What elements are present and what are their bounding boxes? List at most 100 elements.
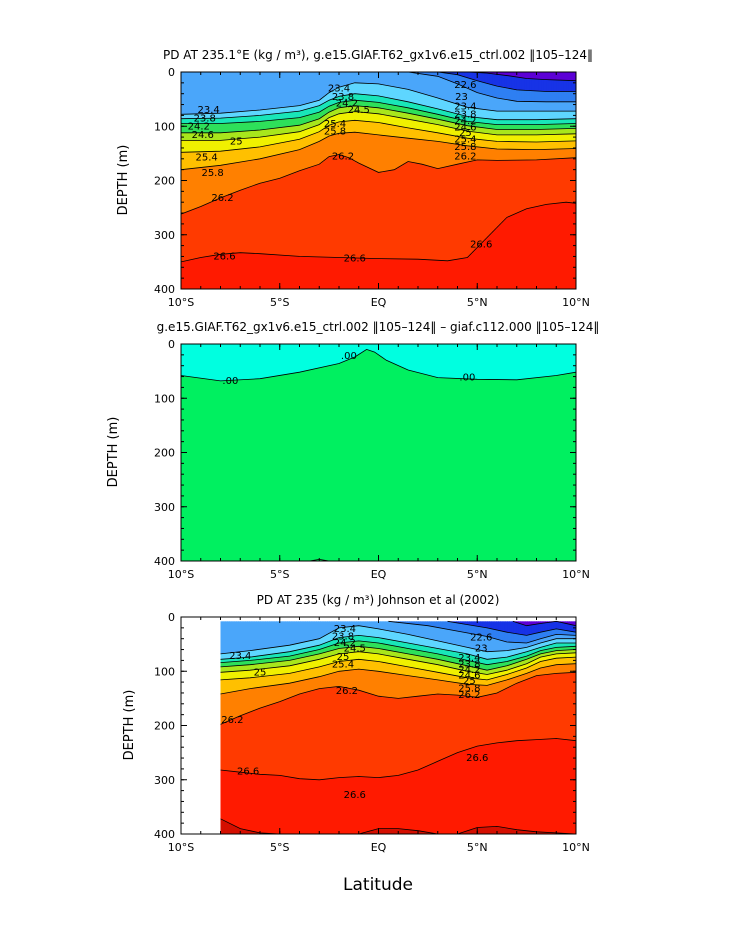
density-band-cell [347,621,350,628]
density-band-cell [321,129,325,140]
density-band-cell [333,644,337,650]
density-band-cell [541,124,545,130]
density-band-cell [398,87,402,101]
density-band-cell [393,640,397,647]
density-band-cell [464,647,468,655]
density-band-cell [269,114,273,121]
density-band-cell [442,260,446,289]
density-band-cell [518,642,522,649]
density-band-cell [418,668,422,678]
density-band-cell [389,776,393,829]
density-band-cell [304,652,308,658]
density-band-cell [278,666,282,675]
density-band-cell [331,621,335,632]
density-band-cell [309,640,313,648]
density-band-cell [195,140,199,153]
density-band-cell [527,740,530,832]
density-band-cell [233,671,237,680]
density-band-cell [500,827,504,834]
density-band-cell [338,686,342,778]
density-band-cell [521,72,525,79]
density-band-cell [324,95,328,103]
density-band-cell [489,96,493,111]
density-band-cell [341,113,345,122]
density-band-cell [497,86,501,99]
density-band-cell [327,656,330,665]
density-band-cell [422,645,426,652]
density-band-cell [387,630,390,640]
contour-line [181,105,576,134]
density-band-cell [279,107,283,114]
density-band-cell [538,662,542,669]
density-band-cell [208,123,212,134]
density-band-cell [524,643,528,648]
density-band-cell [467,121,471,127]
density-band-cell [509,124,513,130]
contour-label: 26.6 [466,753,488,764]
density-band-cell [376,637,379,644]
density-band-cell [245,138,249,149]
density-band-cell [402,642,406,649]
density-band-cell [415,259,419,289]
density-band-cell [494,124,498,130]
density-band-cell [282,133,286,143]
density-band-cell [553,128,557,135]
density-band-cell [476,656,479,663]
density-band-cell [542,649,546,654]
density-band-cell [436,664,439,673]
density-band-cell [343,257,348,289]
density-band-cell [431,621,435,627]
density-band-cell [252,115,256,123]
density-band-cell [331,110,335,117]
density-band-cell [542,832,546,834]
density-band-cell [299,110,303,118]
density-band-cell [351,83,355,95]
density-band-cell [420,110,424,117]
density-band-cell [358,776,362,834]
density-band-cell [516,658,519,663]
density-band-cell [230,112,234,118]
density-band-cell [210,201,214,257]
density-band-cell [262,676,266,688]
density-band-cell [549,644,553,649]
density-band-cell [200,257,204,289]
density-band-cell [546,204,550,289]
density-band-cell [316,689,319,781]
density-band-cell [452,118,456,124]
density-band-cell [385,97,389,105]
density-band-cell [236,717,239,773]
density-band-cell [566,72,570,81]
density-band-cell [538,623,542,633]
density-band-cell [293,682,297,697]
density-band-cell [518,658,522,663]
density-band-cell [529,654,533,659]
density-band-cell [253,669,257,678]
density-band-cell [487,651,490,660]
density-band-cell [331,72,335,91]
y-tick-label: 100 [154,392,175,405]
density-band-cell [233,691,237,719]
density-band-cell [272,135,276,145]
density-band-cell [366,133,370,168]
density-band-cell [371,636,375,643]
density-band-cell [504,129,508,136]
density-band-cell [371,113,375,123]
y-tick-label: 100 [154,120,175,133]
density-band-cell [277,154,281,180]
density-band-cell [181,118,185,124]
density-band-cell [511,621,515,634]
density-band-cell [561,119,565,125]
density-band-cell [473,667,477,673]
density-band-cell [222,112,227,119]
density-band-cell [307,679,310,693]
density-band-cell [222,653,226,660]
density-band-cell [440,77,444,100]
density-band-cell [442,673,446,682]
density-band-cell [380,777,384,829]
density-band-cell [553,665,557,674]
density-band-cell [459,137,464,146]
density-band-cell [556,203,560,289]
density-band-cell [511,111,515,121]
density-band-cell [273,662,277,668]
density-band-cell [538,129,543,136]
